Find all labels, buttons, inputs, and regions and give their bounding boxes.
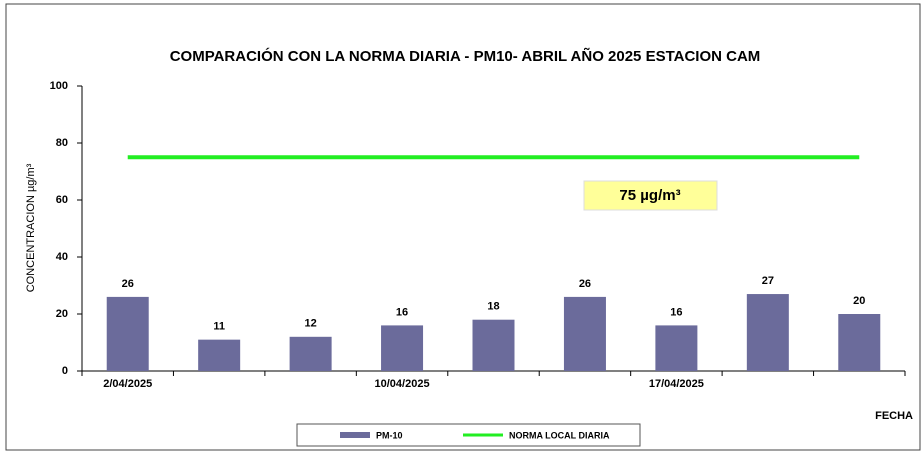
bar — [472, 319, 515, 371]
y-tick-label: 20 — [56, 308, 68, 320]
y-axis-title: CONCENTRACION µg/m³ — [25, 163, 37, 292]
value-label: 20 — [853, 295, 865, 307]
value-label: 26 — [579, 278, 591, 290]
legend-swatch — [340, 432, 370, 438]
value-label: 26 — [122, 278, 134, 290]
x-tick-label: 17/04/2025 — [649, 378, 704, 390]
annotation-box — [583, 180, 718, 211]
frame — [5, 3, 921, 451]
bar — [746, 294, 789, 371]
value-label: 16 — [396, 306, 408, 318]
y-tick-label: 100 — [50, 80, 68, 92]
value-label: 27 — [762, 275, 774, 287]
bar — [198, 339, 241, 371]
value-label: 12 — [304, 318, 316, 330]
x-axis-title: FECHA — [875, 410, 913, 422]
annotation: 75 µg/m³ — [619, 187, 680, 204]
x-tick-label: 2/04/2025 — [103, 378, 152, 390]
bar — [289, 336, 332, 371]
value-label: 16 — [670, 306, 682, 318]
value-label: 11 — [213, 321, 225, 333]
y-tick-label: 40 — [56, 251, 68, 263]
bar — [563, 296, 606, 371]
y-tick-label: 0 — [62, 365, 68, 377]
bar — [838, 314, 881, 371]
y-tick-label: 60 — [56, 194, 68, 206]
bar — [655, 325, 698, 371]
legend-label: PM-10 — [376, 430, 403, 440]
x-tick-label: 10/04/2025 — [375, 378, 430, 390]
chart-title: COMPARACIÓN CON LA NORMA DIARIA - PM10- … — [170, 47, 761, 65]
legend-label: NORMA LOCAL DIARIA — [509, 430, 610, 440]
y-tick-label: 80 — [56, 137, 68, 149]
bar — [106, 296, 149, 371]
value-label: 18 — [487, 301, 499, 313]
bar — [381, 325, 424, 371]
